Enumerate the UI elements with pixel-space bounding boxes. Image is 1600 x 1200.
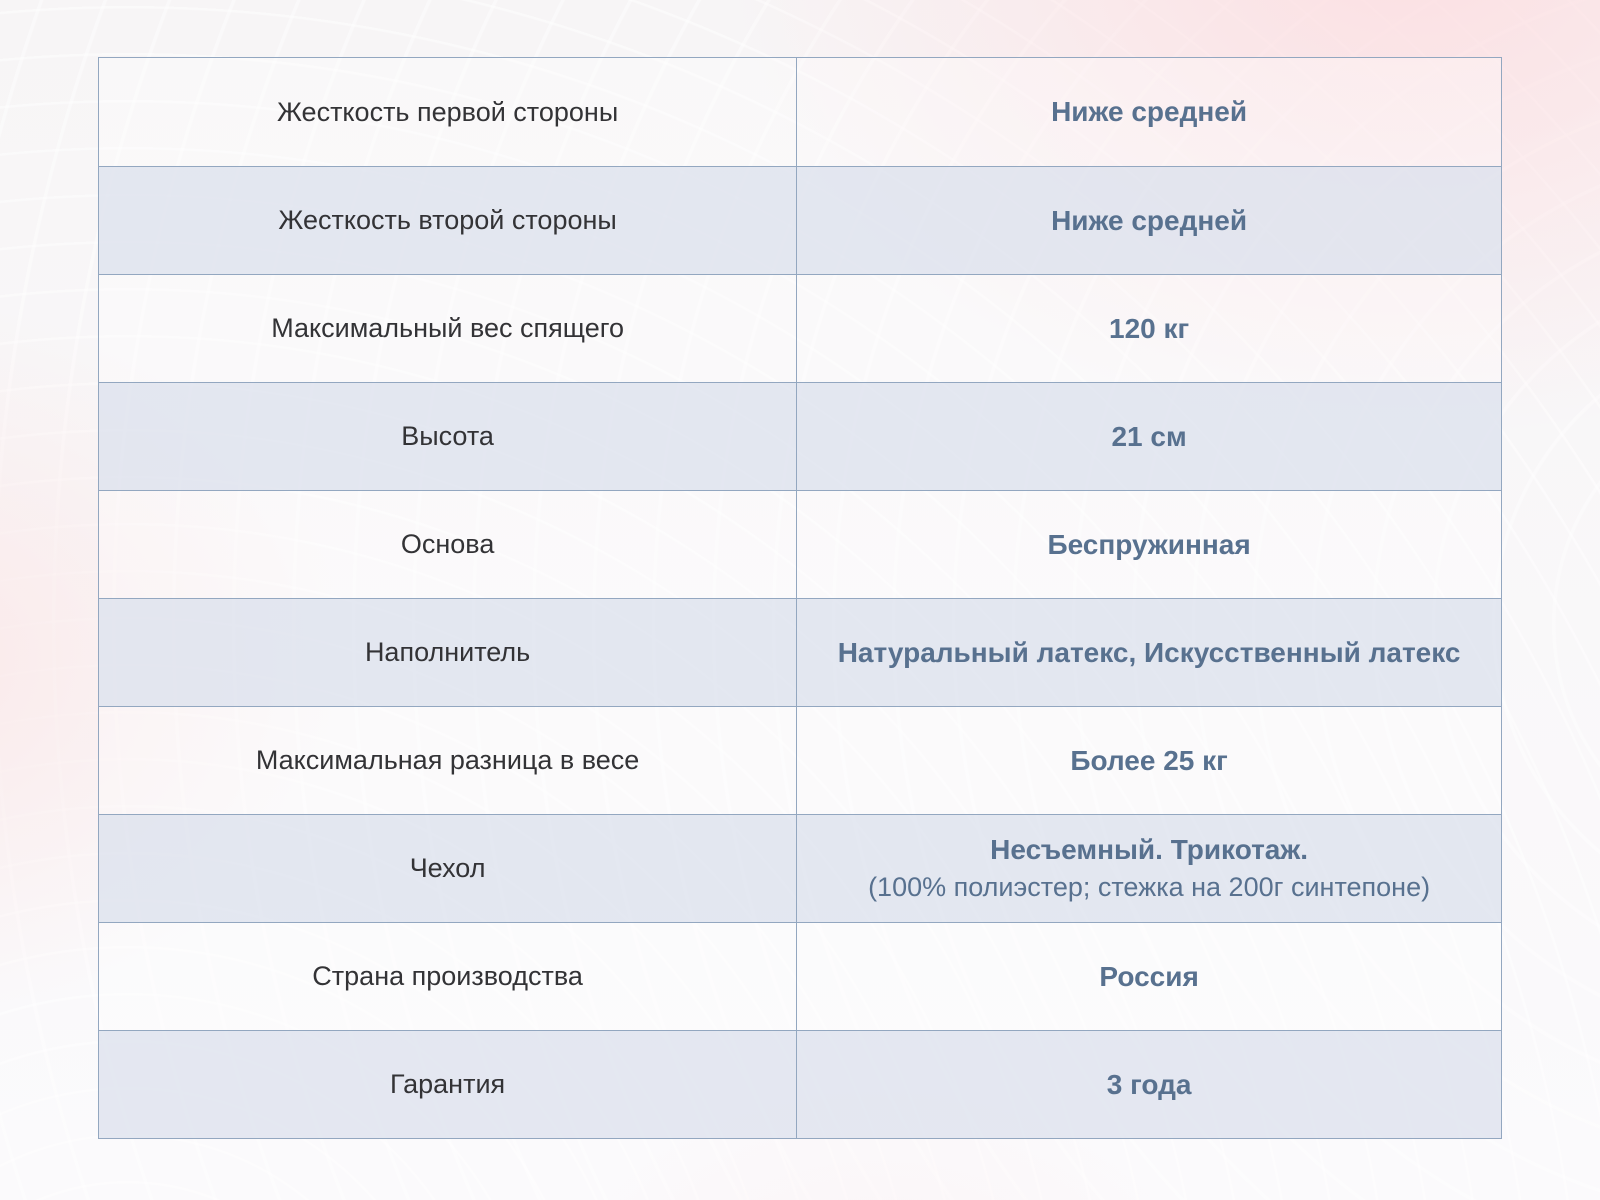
table-row: Максимальная разница в весе Более 25 кг — [99, 706, 1501, 814]
spec-value: Ниже средней — [797, 58, 1501, 166]
spec-value-secondary-text: (100% полиэстер; стежка на 200г синтепон… — [868, 872, 1431, 903]
spec-value-text: Ниже средней — [1051, 204, 1248, 236]
spec-value-text: Более 25 кг — [1070, 744, 1228, 776]
table-row: Гарантия 3 года — [99, 1030, 1501, 1138]
spec-label: Основа — [99, 491, 798, 598]
table-row: Жесткость первой стороны Ниже средней — [99, 58, 1501, 166]
spec-label: Наполнитель — [99, 599, 798, 706]
table-row: Чехол Несъемный. Трикотаж. (100% полиэст… — [99, 814, 1501, 922]
spec-label: Высота — [99, 383, 798, 490]
spec-value: 3 года — [797, 1031, 1501, 1138]
spec-value: 120 кг — [797, 275, 1501, 382]
spec-value-text: 3 года — [1106, 1068, 1192, 1100]
spec-value: Ниже средней — [797, 167, 1501, 274]
spec-label: Страна производства — [99, 923, 798, 1030]
table-row: Страна производства Россия — [99, 922, 1501, 1030]
spec-value-text: Беспружинная — [1047, 528, 1251, 560]
spec-label: Чехол — [99, 815, 798, 922]
spec-value-text: 21 см — [1111, 420, 1187, 452]
spec-value: Несъемный. Трикотаж. (100% полиэстер; ст… — [797, 815, 1501, 922]
spec-label: Гарантия — [99, 1031, 798, 1138]
table-row: Наполнитель Натуральный латекс, Искусств… — [99, 598, 1501, 706]
spec-value: Более 25 кг — [797, 707, 1501, 814]
table-row: Основа Беспружинная — [99, 490, 1501, 598]
spec-value-text: Несъемный. Трикотаж. — [990, 834, 1309, 866]
spec-value-text: Натуральный латекс, Искусственный латекс — [837, 636, 1461, 668]
spec-table: Жесткость первой стороны Ниже средней Же… — [98, 57, 1502, 1139]
spec-label: Жесткость первой стороны — [99, 58, 798, 166]
spec-label: Максимальная разница в весе — [99, 707, 798, 814]
spec-value-text: Россия — [1099, 960, 1199, 992]
spec-value: Беспружинная — [797, 491, 1501, 598]
table-row: Жесткость второй стороны Ниже средней — [99, 166, 1501, 274]
spec-label: Жесткость второй стороны — [99, 167, 798, 274]
spec-value: Натуральный латекс, Искусственный латекс — [797, 599, 1501, 706]
table-row: Максимальный вес спящего 120 кг — [99, 274, 1501, 382]
spec-value-text: Ниже средней — [1051, 96, 1248, 128]
spec-value: 21 см — [797, 383, 1501, 490]
spec-value-text: 120 кг — [1109, 312, 1190, 344]
spec-value: Россия — [797, 923, 1501, 1030]
spec-label: Максимальный вес спящего — [99, 275, 798, 382]
table-row: Высота 21 см — [99, 382, 1501, 490]
